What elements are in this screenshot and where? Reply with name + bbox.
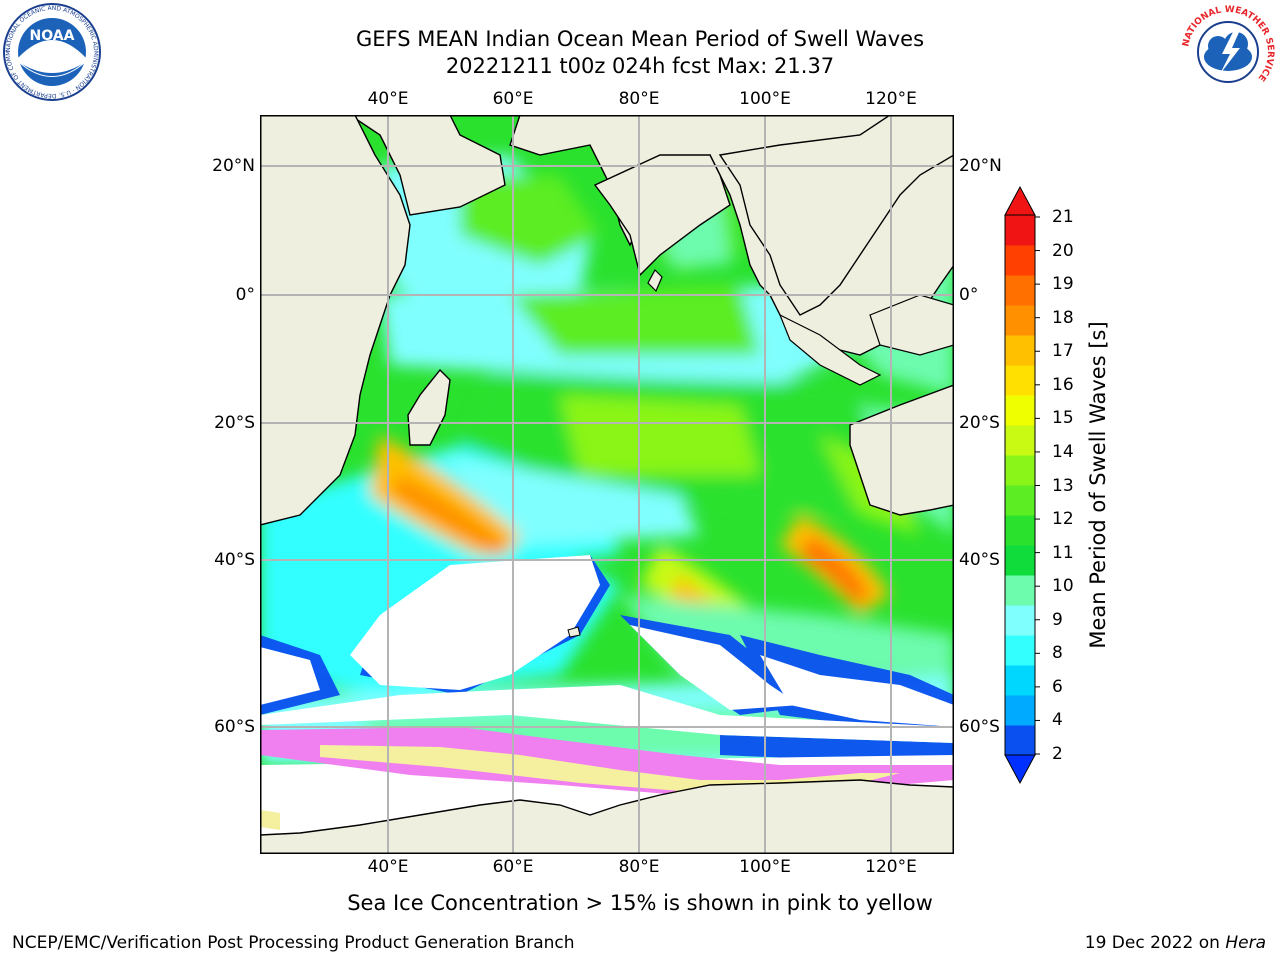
lat-tick-right: 20°N [959,156,1002,176]
svg-text:NOAA: NOAA [30,28,75,44]
colorbar-tick-label: 9 [1052,609,1063,630]
colorbar-swatch [1005,455,1035,486]
lon-tick-bottom: 60°E [492,857,534,877]
colorbar-tick-label: 15 [1052,408,1074,429]
colorbar-swatch [1005,245,1035,276]
colorbar-tick-label: 18 [1052,307,1074,328]
colorbar-tick-label: 20 [1052,240,1074,261]
colorbar-swatch [1005,485,1035,516]
lon-tick-top: 100°E [739,89,791,109]
colorbar-tick-label: 10 [1052,576,1074,597]
lat-tick-left: 60°S [214,717,255,737]
colorbar-tick-label: 2 [1052,744,1063,764]
colorbar-tick-label: 11 [1052,542,1074,563]
colorbar-swatch [1005,275,1035,306]
colorbar-swatch [1005,215,1035,246]
colorbar-max-arrow [1004,185,1036,216]
lon-tick-bottom: 120°E [865,857,917,877]
date-value: 19 Dec 2022 on [1084,933,1220,953]
colorbar-swatch [1005,725,1035,756]
lon-tick-top: 60°E [492,89,534,109]
colorbar-tick-label: 21 [1052,207,1074,227]
colorbar [1004,185,1040,785]
colorbar-swatch [1005,695,1035,726]
lon-tick-bottom: 100°E [739,857,791,877]
lon-tick-top: 40°E [367,89,409,109]
swell-period-map [260,115,954,854]
machine-name: Hera [1225,933,1266,953]
colorbar-tick-label: 8 [1052,643,1063,664]
lon-tick-bottom: 80°E [618,857,660,877]
colorbar-swatch [1005,395,1035,426]
lat-tick-left: 0° [235,285,255,305]
lat-tick-right: 60°S [959,717,1000,737]
lat-tick-left: 40°S [214,550,255,570]
colorbar-swatch [1005,665,1035,696]
colorbar-tick-label: 17 [1052,341,1074,362]
sea-ice-caption: Sea Ice Concentration > 15% is shown in … [347,891,933,915]
colorbar-swatch [1005,635,1035,666]
colorbar-label: Mean Period of Swell Waves [s] [1086,321,1110,649]
lat-tick-left: 20°N [212,156,255,176]
nws-logo: NATIONAL WEATHER SERVICE [1180,4,1276,100]
lat-tick-right: 40°S [959,550,1000,570]
colorbar-swatch [1005,335,1035,366]
lat-tick-right: 20°S [959,413,1000,433]
chart-title: GEFS MEAN Indian Ocean Mean Period of Sw… [355,27,925,51]
lon-tick-top: 120°E [865,89,917,109]
colorbar-tick-label: 12 [1052,509,1074,530]
colorbar-swatch [1005,305,1035,336]
colorbar-swatch [1005,545,1035,576]
colorbar-tick-label: 4 [1052,710,1063,731]
colorbar-tick-label: 19 [1052,274,1074,295]
noaa-logo: NATIONAL OCEANIC AND ATMOSPHERIC ADMINIS… [2,2,101,101]
lat-tick-right: 0° [959,285,979,305]
colorbar-swatch [1005,605,1035,636]
colorbar-swatch [1005,425,1035,456]
credit-text: NCEP/EMC/Verification Post Processing Pr… [12,933,575,953]
colorbar-min-arrow [1004,754,1036,785]
chart-subtitle: 20221211 t00z 024h fcst Max: 21.37 [445,54,835,78]
colorbar-swatch [1005,575,1035,606]
date-text: 19 Dec 2022 on Hera [1085,933,1266,953]
colorbar-swatch [1005,365,1035,396]
lon-tick-top: 80°E [618,89,660,109]
lat-tick-left: 20°S [214,413,255,433]
colorbar-tick-label: 14 [1052,441,1074,462]
lon-tick-bottom: 40°E [367,857,409,877]
colorbar-tick-label: 6 [1052,676,1063,697]
colorbar-tick-label: 13 [1052,475,1074,496]
colorbar-swatch [1005,515,1035,546]
colorbar-tick-label: 16 [1052,374,1074,395]
